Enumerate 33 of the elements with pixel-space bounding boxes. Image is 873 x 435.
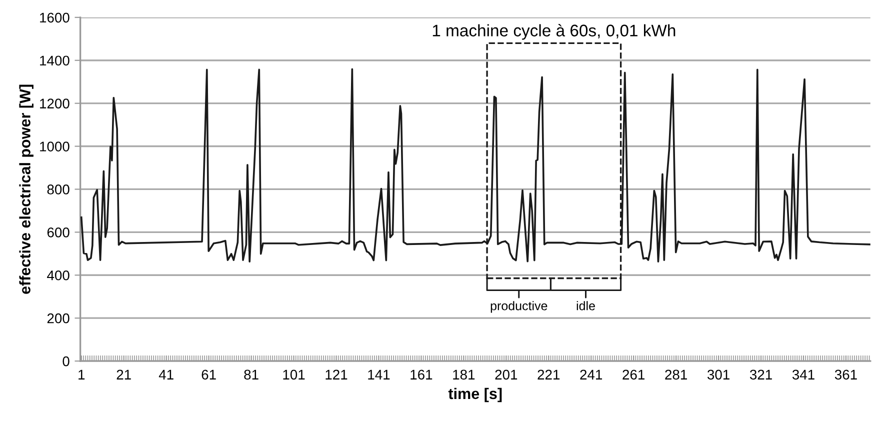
- x-tick-label: 341: [792, 370, 814, 380]
- x-tick-label: 1: [78, 370, 85, 380]
- x-tick-label: 321: [750, 370, 772, 380]
- annotation: 1 machine cycle à 60s, 0,01 kWh: [432, 24, 676, 40]
- x-tick-label: 141: [368, 370, 390, 380]
- x-tick-label: 41: [158, 370, 174, 380]
- x-tick-label: 21: [116, 370, 131, 380]
- y-tick-label: 1200: [40, 98, 70, 108]
- x-tick-label: 81: [244, 370, 258, 380]
- x-tick-label: 121: [326, 370, 348, 380]
- y-tick-label: 0: [62, 356, 70, 366]
- x-tick-label: 281: [665, 370, 687, 380]
- annotation: idle: [576, 301, 595, 310]
- x-tick-label: 201: [495, 370, 518, 380]
- y-tick-label: 1000: [40, 142, 70, 152]
- x-tick-label: 241: [580, 370, 602, 380]
- x-tick-label: 301: [707, 370, 730, 380]
- x-tick-label: 261: [622, 370, 644, 380]
- y-tick-label: 600: [47, 228, 70, 238]
- x-tick-label: 101: [283, 370, 305, 380]
- y-tick-label: 400: [47, 270, 70, 280]
- y-tick-label: 1600: [40, 12, 70, 23]
- x-tick-label: 221: [538, 370, 560, 380]
- y-axis-title: effective electrical power [W]: [19, 84, 34, 294]
- x-tick-label: 61: [202, 370, 216, 380]
- x-tick-label: 361: [834, 370, 857, 380]
- y-tick-label: 1400: [40, 56, 70, 66]
- x-tick-label: 161: [410, 370, 432, 380]
- annotation: productive: [490, 301, 548, 313]
- x-tick-label: 181: [453, 370, 475, 380]
- y-tick-label: 800: [47, 184, 70, 194]
- x-axis-title: time [s]: [448, 388, 502, 402]
- y-tick-label: 200: [47, 313, 70, 324]
